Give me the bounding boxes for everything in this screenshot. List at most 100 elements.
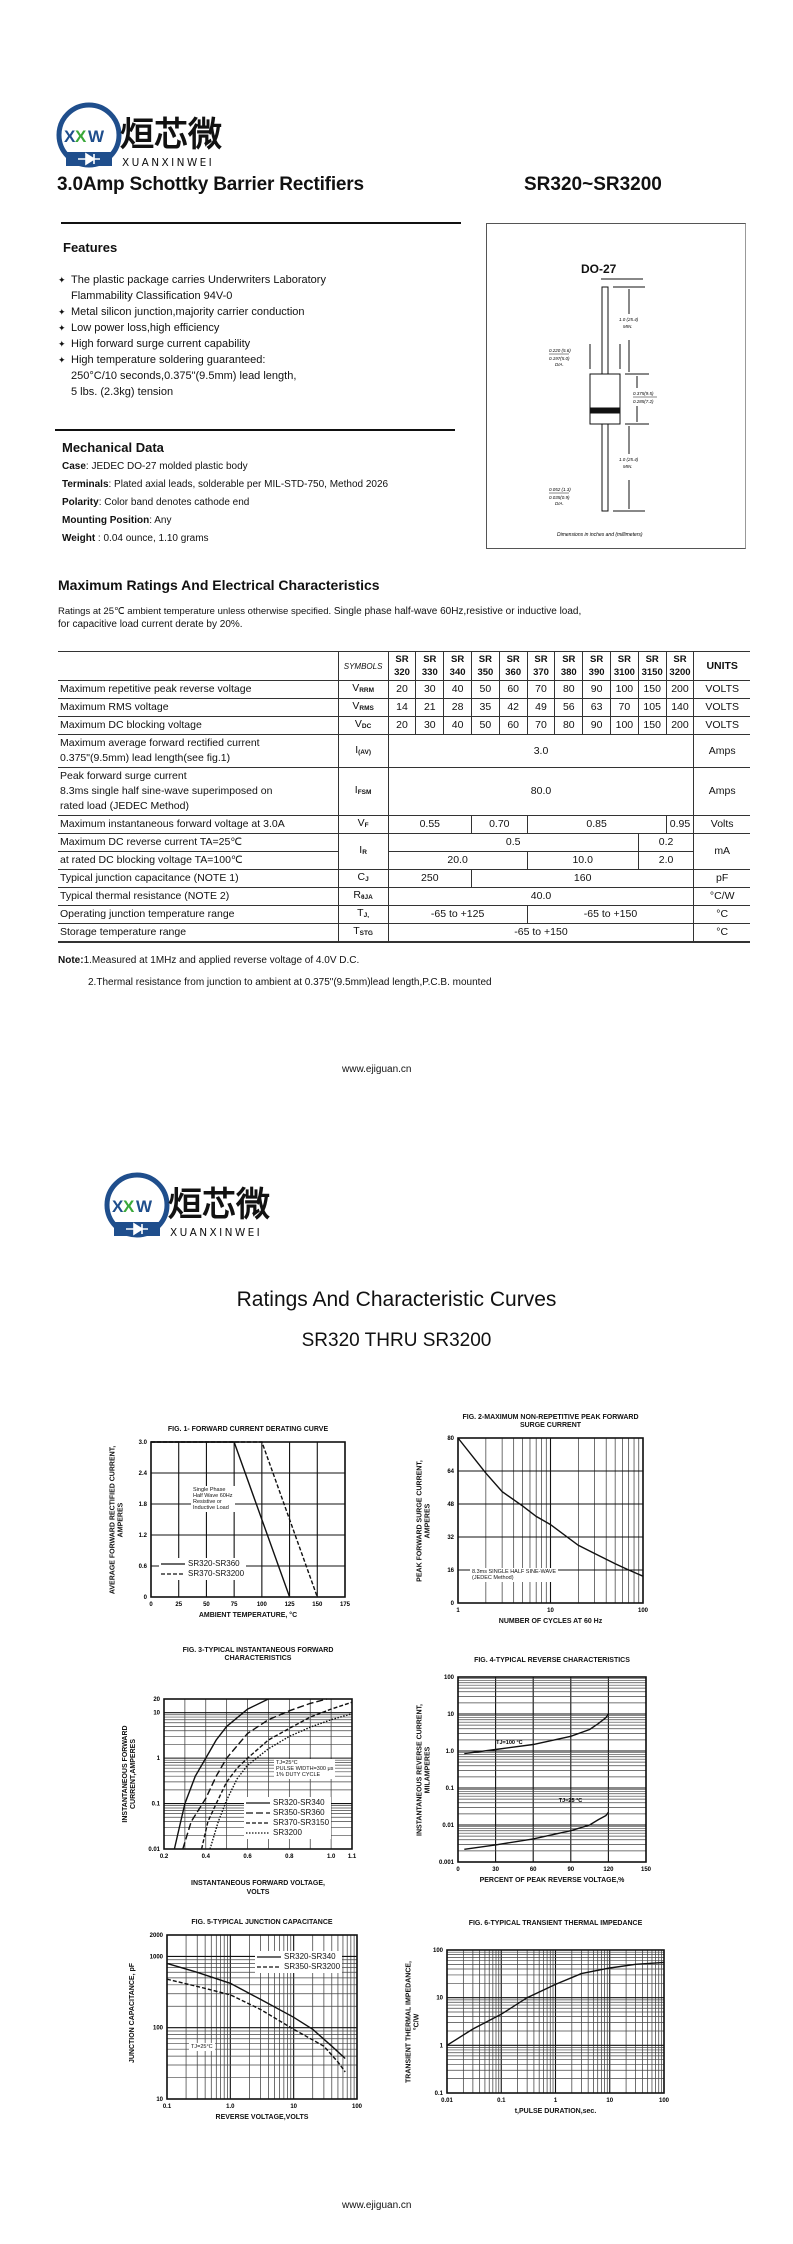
symbol-main: T — [353, 925, 360, 937]
chart-annotation: TJ=25°C — [189, 2043, 215, 2051]
x-tick-label: 10 — [606, 2098, 613, 2104]
description-line: at rated DC blocking voltage TA=100℃ — [60, 854, 243, 866]
features-list: ✦ The plastic package carries Underwriter… — [58, 272, 458, 400]
part-suffix: 330 — [421, 667, 438, 678]
param-value: 80 — [554, 680, 584, 699]
y-axis-label-line: MILAMPERES — [424, 1746, 431, 1793]
header-part-number: SR 330 — [415, 651, 445, 681]
part-prefix: SR — [534, 654, 548, 665]
param-value: 0.5 — [387, 833, 639, 852]
param-value: 42 — [498, 698, 528, 717]
description-line: 8.3ms single half sine-wave superimposed… — [60, 785, 273, 797]
x-tick-label: 1.1 — [348, 1854, 357, 1860]
y-tick-label: 16 — [447, 1568, 454, 1574]
x-tick-label: 0.01 — [441, 2098, 453, 2104]
part-suffix: 3150 — [641, 667, 663, 678]
description-line: 0.375"(9.5mm) lead length(see fig.1) — [60, 752, 231, 764]
package-name: DO-27 — [581, 262, 617, 276]
star-bullet-icon: ✦ — [58, 339, 66, 349]
chart-title-line: FIG. 2-MAXIMUM NON-REPETITIVE PEAK FORWA… — [462, 1414, 639, 1421]
y-tick-label: 0.01 — [148, 1847, 160, 1853]
ratings-condition-2: for capacitive load current derate by 20… — [58, 619, 243, 630]
x-tick-label: 60 — [530, 1867, 537, 1873]
feature-item: ✦ Metal silicon junction,majority carrier… — [58, 304, 458, 320]
legend-label: SR350-SR3200 — [284, 1962, 341, 1971]
param-value: 0.55 — [387, 815, 473, 834]
dim-lead-length-bottom: 1.0 (25.4) — [619, 457, 639, 462]
mechanical-item: Weight : 0.04 ounce, 1.10 grams — [62, 533, 209, 544]
star-bullet-icon: ✦ — [58, 323, 66, 333]
x-tick-label: 10 — [547, 1608, 554, 1614]
star-bullet-icon: ✦ — [58, 275, 66, 285]
feature-text: High forward surge current capability — [71, 338, 251, 350]
series-line — [166, 1962, 346, 2060]
feature-text: The plastic package carries Underwriters… — [71, 274, 326, 286]
part-prefix: SR — [617, 654, 631, 665]
dimensions-caption: Dimensions in inches and (millimeters) — [557, 532, 643, 538]
chart-title-line: FIG. 1- FORWARD CURRENT DERATING CURVE — [167, 1426, 329, 1433]
brand-name-en: XUANXINWEI — [122, 157, 214, 169]
plot-frame — [163, 1698, 353, 1850]
chart-annotation: 8.3ms SINGLE HALF SINE-WAVE (JEDEC Method… — [470, 1568, 559, 1582]
series-line — [464, 1713, 609, 1755]
dim-body-length-min: 0.285(7.2) — [633, 399, 654, 404]
brand-logo: X X W 烜芯微 XUANXINWEI — [56, 100, 236, 170]
param-value: 60 — [498, 680, 528, 699]
param-value: 0.95 — [665, 815, 695, 834]
x-axis-label: AMBIENT TEMPERATURE, °C — [199, 1611, 297, 1620]
x-tick-label: 0.1 — [497, 2098, 506, 2104]
brand-name-en: XUANXINWEI — [170, 1227, 262, 1239]
part-prefix: SR — [395, 654, 409, 665]
annotation-line: 8.3ms SINGLE HALF SINE-WAVE — [472, 1569, 557, 1575]
part-suffix: 320 — [394, 667, 410, 678]
param-value: 70 — [609, 698, 639, 717]
y-axis-label-line: AMPERES — [424, 1503, 431, 1538]
legend-label: SR3200 — [273, 1828, 302, 1837]
part-number-range: SR320~SR3200 — [524, 174, 662, 195]
y-tick-label: 32 — [447, 1535, 454, 1541]
footer-website[interactable]: www.ejiguan.cn — [342, 1064, 412, 1075]
param-value: 100 — [609, 680, 639, 699]
header-part-number: SR 320 — [387, 651, 417, 681]
x-tick-label: 120 — [603, 1867, 614, 1873]
legend-swatch — [161, 1573, 185, 1575]
x-axis-label-line: t,PULSE DURATION,sec. — [514, 2108, 597, 2115]
description-line: Maximum DC blocking voltage — [60, 719, 202, 731]
y-tick-label: 1000 — [150, 1954, 164, 1960]
param-value: 0.70 — [471, 815, 528, 834]
note-1-text: 1.Measured at 1MHz and applied reverse v… — [83, 955, 360, 966]
x-tick-label: 50 — [203, 1602, 210, 1608]
y-axis-label-line: TRANSIENT THERMAL IMPEDANCE, — [405, 1960, 412, 2083]
param-value: 10.0 — [526, 851, 639, 870]
footer-website-page2[interactable]: www.ejiguan.cn — [342, 2200, 412, 2211]
param-value: 40.0 — [387, 887, 695, 906]
description-line: Typical junction capacitance (NOTE 1) — [60, 872, 239, 884]
param-value: 200 — [665, 680, 695, 699]
x-tick-label: 0.8 — [285, 1854, 294, 1860]
series-line — [200, 1701, 353, 1850]
param-value: 0.2 — [637, 833, 695, 852]
y-tick-label: 0.01 — [442, 1823, 454, 1829]
y-axis-label-line: INSTANTANEOUS REVERSE CURRENT, — [416, 1703, 423, 1836]
chart-legend: SR320-SR340 SR350-SR3200 — [255, 1951, 343, 1973]
param-unit: Volts — [693, 815, 750, 834]
mechanical-divider — [55, 429, 455, 431]
header-part-number: SR 360 — [498, 651, 528, 681]
annotation-line: Inductive Load — [193, 1505, 229, 1511]
series-line — [209, 1713, 353, 1850]
y-tick-label: 100 — [444, 1675, 455, 1681]
part-suffix: 3200 — [669, 667, 691, 678]
y-axis-label: INSTANTANEOUS FORWARD CURRENT,AMPERES — [122, 1679, 138, 1869]
table-row: Operating junction temperature range TJ, -… — [58, 905, 750, 924]
chart-annotation: Single Phase Half Wave 60Hz Resistive or In… — [191, 1486, 235, 1512]
x-tick-label: 100 — [352, 2104, 363, 2110]
chart-title-line: SURGE CURRENT — [519, 1422, 582, 1429]
table-row: Maximum DC reverse current TA=25℃ IR 0.5 0.… — [58, 833, 750, 870]
header-symbols: SYMBOLS — [337, 651, 389, 681]
description-line: Operating junction temperature range — [60, 908, 235, 920]
feature-item: ✦ The plastic package carries Underwriter… — [58, 272, 458, 304]
y-tick-label: 48 — [447, 1502, 454, 1508]
y-tick-label: 0.1 — [435, 2091, 444, 2097]
star-bullet-icon: ✦ — [58, 355, 66, 365]
param-description: Maximum DC reverse current TA=25℃ — [58, 833, 339, 852]
